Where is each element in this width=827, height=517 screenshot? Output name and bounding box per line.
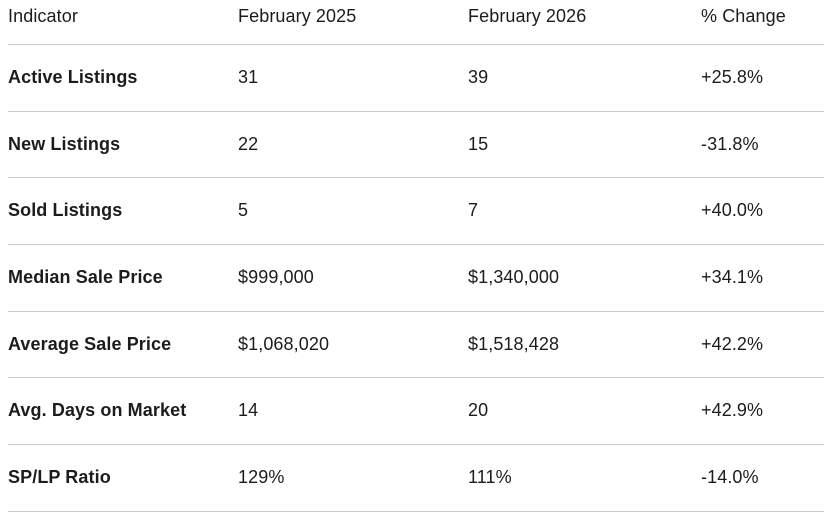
row-label: New Listings [8,133,121,154]
row-label: Avg. Days on Market [8,400,187,421]
column-header-february-2025: February 2025 [238,6,357,26]
value-february-2025: 31 [238,67,259,88]
table-row-average-sale-price: Average Sale Price $1,068,020 $1,518,428… [8,312,824,379]
row-label: Sold Listings [8,200,123,221]
value-pct-change: +40.0% [701,200,764,221]
value-pct-change: +42.9% [701,400,764,421]
value-february-2025: $999,000 [238,267,314,288]
value-february-2026: 7 [468,200,479,221]
row-label: Average Sale Price [8,333,172,354]
table-header-row: Indicator February 2025 February 2026 % … [8,0,824,45]
value-february-2026: $1,518,428 [468,333,560,354]
value-february-2025: 14 [238,400,259,421]
market-stats-table: Indicator February 2025 February 2026 % … [8,0,824,512]
column-header-pct-change: % Change [701,6,786,26]
row-label: SP/LP Ratio [8,467,111,488]
value-pct-change: +42.2% [701,333,764,354]
value-february-2026: $1,340,000 [468,267,560,288]
table-row-avg-days-on-market: Avg. Days on Market 14 20 +42.9% [8,378,824,446]
value-february-2026: 39 [468,67,489,88]
value-february-2026: 111% [468,467,512,488]
value-february-2026: 20 [468,400,489,421]
table-row-new-listings: New Listings 22 15 -31.8% [8,112,824,179]
value-pct-change: -14.0% [701,467,759,488]
table-row-sold-listings: Sold Listings 5 7 +40.0% [8,178,824,246]
value-february-2025: 129% [238,467,285,488]
row-label: Active Listings [8,67,138,88]
value-february-2025: 22 [238,133,259,154]
table-row-active-listings: Active Listings 31 39 +25.8% [8,45,824,112]
table-row-median-sale-price: Median Sale Price $999,000 $1,340,000 +3… [8,245,824,312]
value-pct-change: +25.8% [701,67,764,88]
column-header-february-2026: February 2026 [468,6,587,26]
table-row-sp-lp-ratio: SP/LP Ratio 129% 111% -14.0% [8,445,824,512]
value-pct-change: +34.1% [701,267,764,288]
column-header-indicator: Indicator [8,6,78,26]
value-february-2025: $1,068,020 [238,333,330,354]
value-february-2026: 15 [468,133,489,154]
value-february-2025: 5 [238,200,249,221]
value-pct-change: -31.8% [701,133,759,154]
row-label: Median Sale Price [8,267,163,288]
